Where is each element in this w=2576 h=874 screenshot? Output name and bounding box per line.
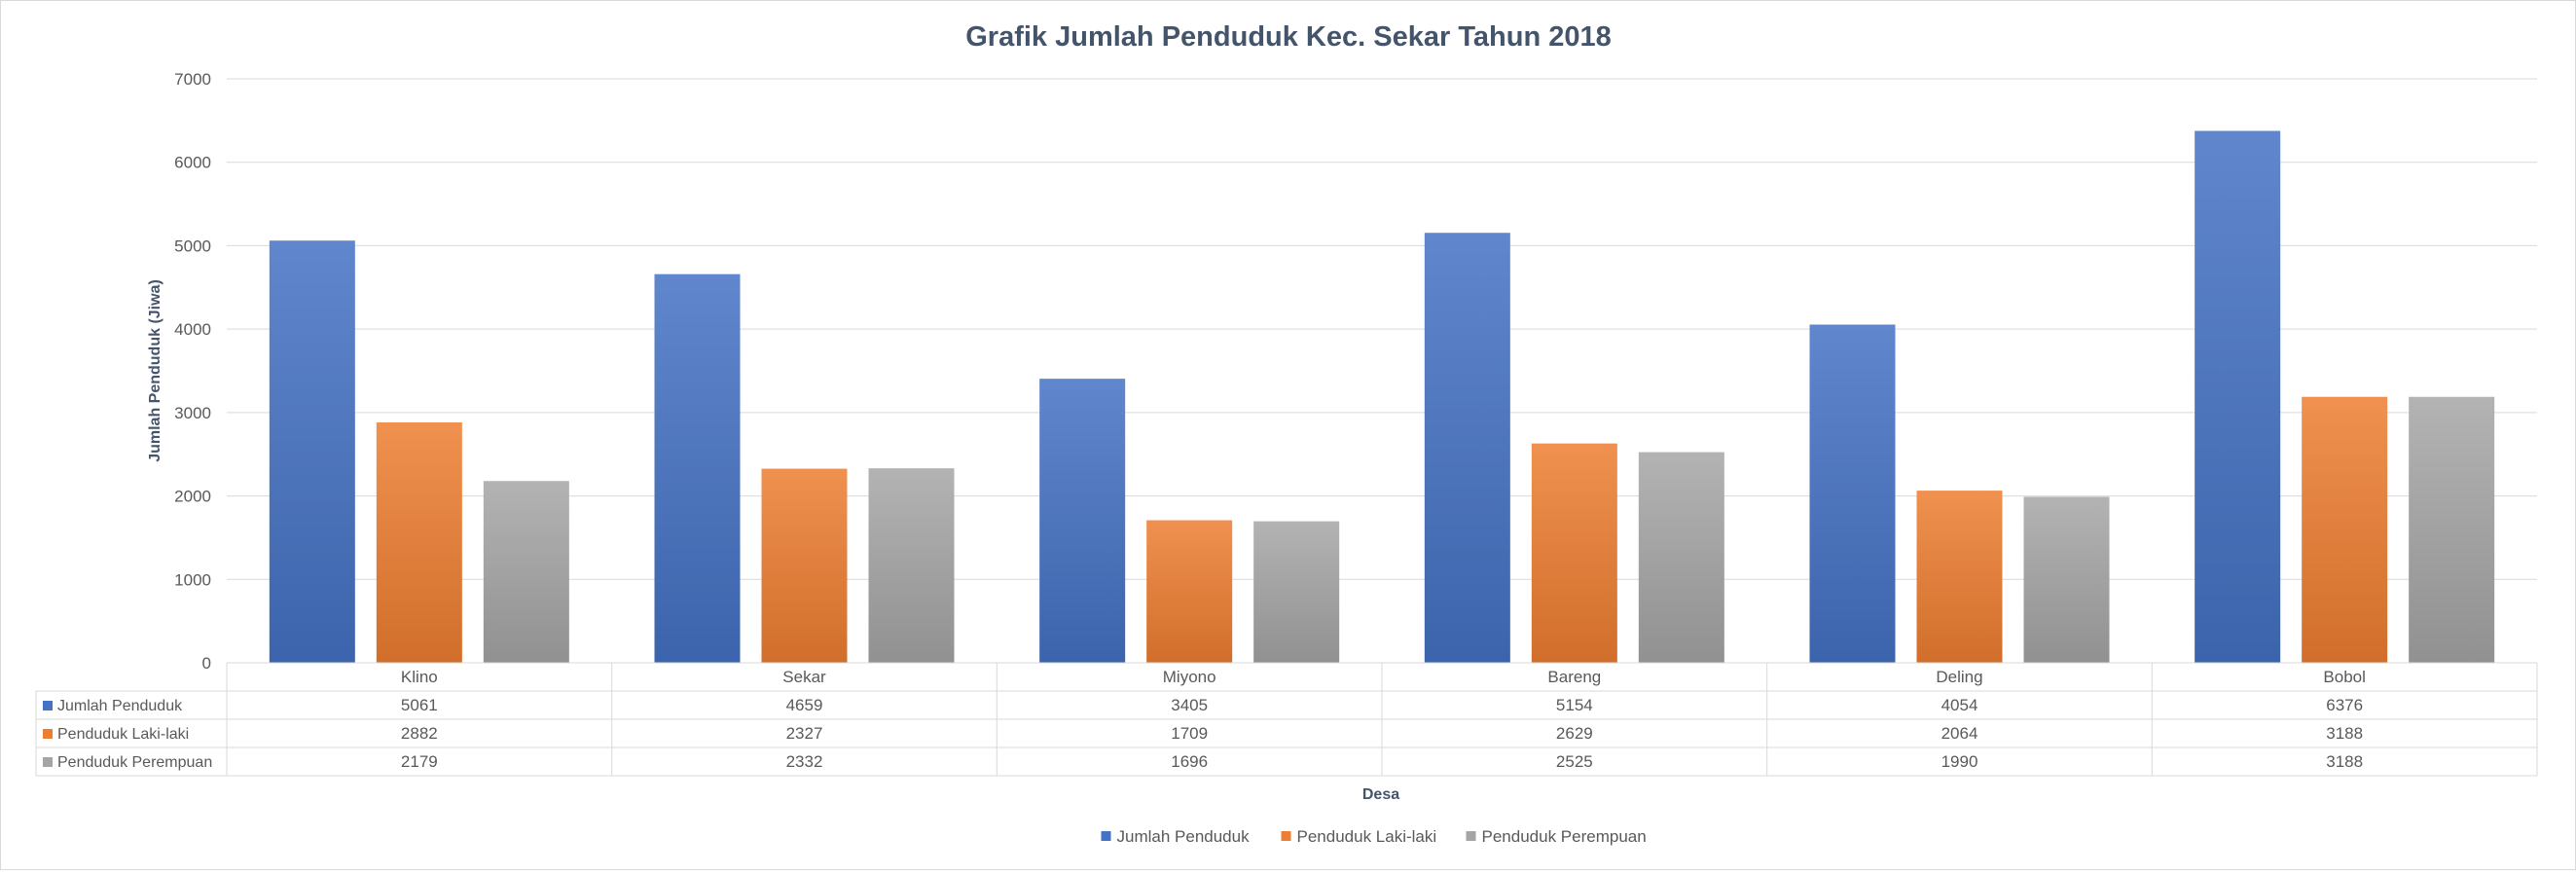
x-tick-label: Sekar bbox=[782, 668, 826, 686]
table-cell: 2882 bbox=[401, 724, 438, 743]
table-series-name: Penduduk Perempuan bbox=[57, 754, 212, 771]
table-cell: 1990 bbox=[1941, 752, 1978, 771]
data-table: Klino Sekar Miyono Bareng Deling Bobol Jumlah … bbox=[35, 662, 2538, 777]
y-tick-label: 0 bbox=[202, 654, 211, 673]
legend: Jumlah Penduduk Penduduk Laki-laki Pendudu… bbox=[1101, 827, 1647, 846]
table-cell: 5061 bbox=[401, 696, 438, 714]
y-tick-label: 6000 bbox=[174, 154, 211, 172]
table-cell: 2332 bbox=[786, 752, 823, 771]
table-cell: 3188 bbox=[2326, 724, 2363, 743]
y-tick-label: 4000 bbox=[174, 320, 211, 339]
legend-label: Jumlah Penduduk bbox=[1117, 827, 1251, 846]
table-cell: 4054 bbox=[1941, 696, 1978, 714]
y-tick-label: 5000 bbox=[174, 237, 211, 255]
table-cell: 3405 bbox=[1171, 696, 1208, 714]
bar-bareng-1 bbox=[1531, 443, 1617, 663]
bar-sekar-0 bbox=[654, 273, 741, 663]
table-cell: 3188 bbox=[2326, 752, 2363, 771]
legend-label: Penduduk Perempuan bbox=[1482, 827, 1647, 846]
bar-bareng-0 bbox=[1424, 233, 1510, 663]
x-tick-label: Miyono bbox=[1163, 668, 1216, 686]
table-legend-key bbox=[43, 757, 53, 767]
bar-sekar-1 bbox=[761, 468, 848, 663]
table-cell: 4659 bbox=[786, 696, 823, 714]
x-tick-label: Deling bbox=[1936, 668, 1982, 686]
gridlines bbox=[227, 78, 2537, 664]
table-cell: 6376 bbox=[2326, 696, 2363, 714]
bar-klino-2 bbox=[483, 481, 569, 663]
bar-klino-1 bbox=[376, 421, 462, 663]
x-tick-label: Bobol bbox=[2323, 668, 2365, 686]
bar-bobol-0 bbox=[2195, 130, 2281, 663]
legend-swatch bbox=[1466, 831, 1476, 841]
bar-deling-2 bbox=[2023, 496, 2110, 663]
y-axis-ticks: 0 1000 2000 3000 4000 5000 6000 7000 bbox=[174, 70, 211, 673]
x-tick-label: Bareng bbox=[1547, 668, 1601, 686]
bar-deling-1 bbox=[1916, 491, 2003, 663]
table-legend-key bbox=[43, 729, 53, 739]
bar-miyono-1 bbox=[1146, 520, 1233, 663]
bar-bareng-2 bbox=[1638, 452, 1724, 663]
bars bbox=[269, 130, 2495, 663]
y-tick-label: 1000 bbox=[174, 570, 211, 589]
table-cell: 2327 bbox=[786, 724, 823, 743]
table-cell: 2525 bbox=[1556, 752, 1593, 771]
bar-sekar-2 bbox=[868, 468, 955, 663]
y-tick-label: 2000 bbox=[174, 488, 211, 506]
y-tick-label: 7000 bbox=[174, 70, 211, 89]
bar-deling-0 bbox=[1809, 324, 1896, 663]
bar-miyono-0 bbox=[1039, 379, 1126, 663]
chart-title: Grafik Jumlah Penduduk Kec. Sekar Tahun … bbox=[965, 21, 1611, 53]
bar-miyono-2 bbox=[1253, 521, 1340, 663]
x-axis-label: Desa bbox=[1362, 786, 1399, 803]
table-cell: 5154 bbox=[1556, 696, 1593, 714]
x-tick-label: Klino bbox=[401, 668, 438, 686]
table-cell: 1696 bbox=[1171, 752, 1208, 771]
table-cell: 2179 bbox=[401, 752, 438, 771]
table-series-name: Penduduk Laki-laki bbox=[57, 726, 189, 743]
table-cell: 2629 bbox=[1556, 724, 1593, 743]
table-cell: 2064 bbox=[1941, 724, 1978, 743]
bar-bobol-1 bbox=[2302, 396, 2388, 663]
table-series-name: Jumlah Penduduk bbox=[57, 698, 183, 714]
bar-klino-0 bbox=[269, 240, 355, 663]
bar-bobol-2 bbox=[2409, 396, 2495, 663]
legend-swatch bbox=[1101, 831, 1111, 841]
y-tick-label: 3000 bbox=[174, 404, 211, 422]
table-cell: 1709 bbox=[1171, 724, 1208, 743]
legend-label: Penduduk Laki-laki bbox=[1297, 827, 1437, 846]
table-legend-key bbox=[43, 701, 53, 710]
legend-swatch bbox=[1281, 831, 1291, 841]
y-axis-label: Jumlah Penduduk (Jiwa) bbox=[147, 279, 163, 462]
